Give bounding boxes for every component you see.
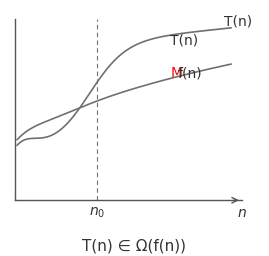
Text: T(n): T(n) <box>225 15 253 29</box>
Text: T(n) ∈ Ω(f(n)): T(n) ∈ Ω(f(n)) <box>83 238 186 253</box>
Text: $n_0$: $n_0$ <box>89 206 105 220</box>
Text: M: M <box>171 66 182 80</box>
Text: f(n): f(n) <box>178 66 203 80</box>
Text: n: n <box>237 206 246 220</box>
Text: T(n): T(n) <box>171 34 199 48</box>
